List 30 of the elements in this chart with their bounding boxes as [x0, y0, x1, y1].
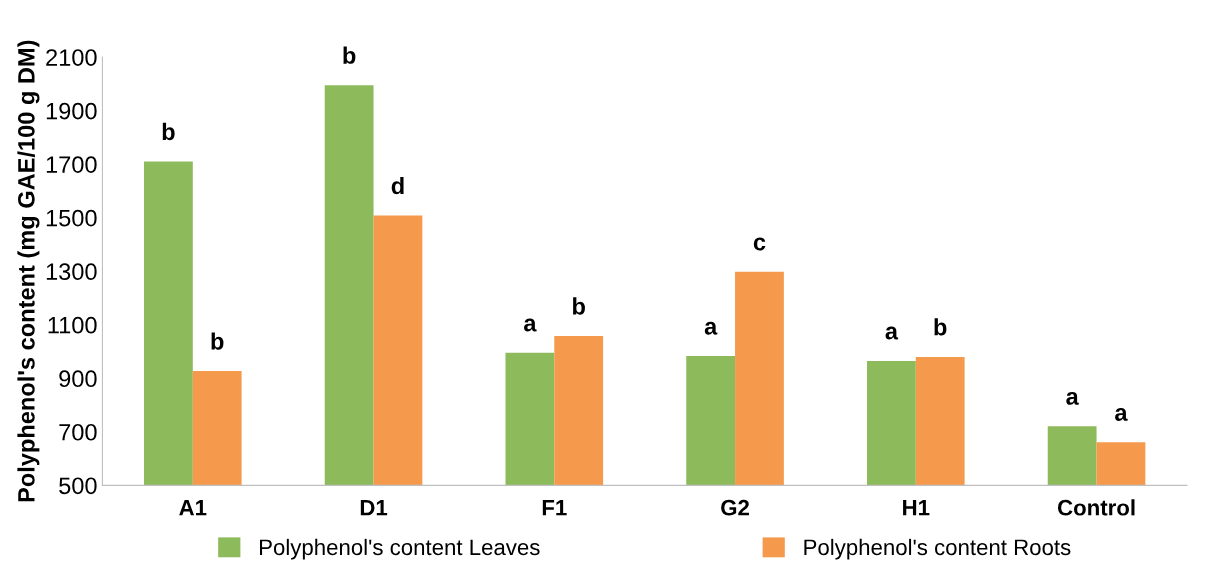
annotation: b — [211, 332, 224, 350]
y-tick-label: 900 — [59, 370, 97, 388]
annotation: a — [524, 318, 537, 332]
annotation: a — [704, 321, 718, 335]
x-tick-label: Control — [1057, 499, 1135, 516]
annotation: a — [1115, 407, 1128, 421]
y-tick-label: 700 — [59, 423, 97, 441]
y-tick-label: 1300 — [46, 263, 97, 281]
y-tick-label: 2100 — [46, 49, 97, 66]
annotation: a — [885, 326, 899, 340]
annotation: b — [573, 297, 585, 315]
y-axis-title: Polyphenol's content (mg GAE/100 g DM) — [17, 40, 40, 502]
x-tick-label: D1 — [360, 500, 388, 516]
x-tick-label: A1 — [179, 500, 207, 516]
annotation: c — [753, 237, 766, 251]
annotation: b — [343, 46, 356, 64]
legend-label: Polyphenol's content Roots — [804, 538, 1071, 560]
y-tick-label: 1500 — [46, 209, 97, 227]
annotation: d — [391, 176, 404, 195]
y-tick-label: 1900 — [46, 102, 97, 120]
annotation: a — [1066, 391, 1079, 405]
y-tick-label: 1700 — [46, 156, 97, 173]
x-tick-label: H1 — [903, 500, 930, 516]
annotation: b — [162, 122, 175, 141]
y-tick-label: 1100 — [48, 316, 97, 334]
annotation: b — [934, 318, 947, 336]
legend-label: Polyphenol's content Leaves — [259, 538, 540, 560]
x-tick-label: G2 — [721, 499, 749, 516]
x-tick-label: F1 — [542, 500, 567, 516]
y-tick-label: 500 — [59, 477, 97, 495]
